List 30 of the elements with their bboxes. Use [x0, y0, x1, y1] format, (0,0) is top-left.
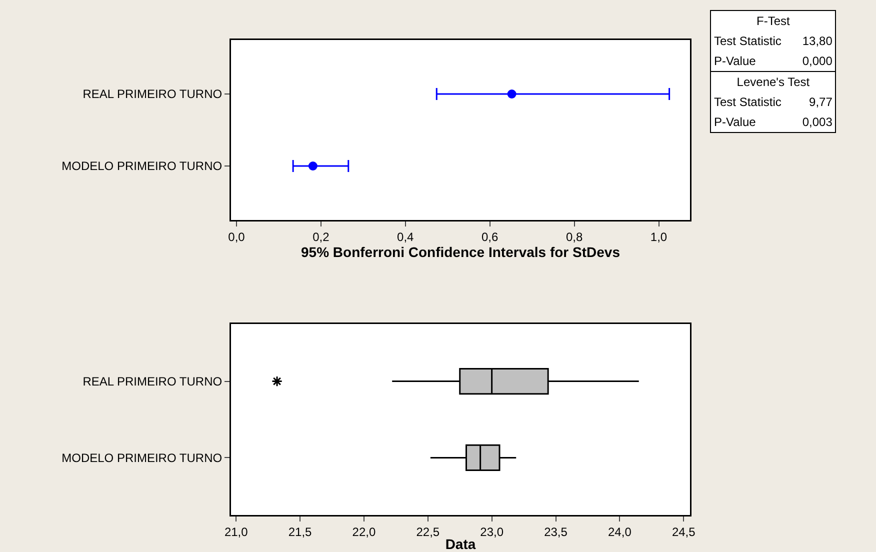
text: Test Statistic [713, 33, 782, 50]
x-tick-label: 24,5 [672, 524, 696, 539]
text: Levene's Test [710, 72, 836, 92]
x-tick-label: 21,0 [224, 524, 248, 539]
y-tick-label: MODELO PRIMEIRO TURNO [62, 159, 222, 174]
y-tick-label: MODELO PRIMEIRO TURNO [62, 450, 222, 465]
text: 0,000 [801, 53, 834, 70]
text: 13,80 [801, 33, 834, 50]
x-tick-label: 0,0 [228, 230, 246, 244]
x-tick-label: 23,5 [544, 524, 568, 539]
text: P-Value [713, 114, 757, 131]
x-tick-label: 21,5 [288, 524, 312, 539]
text: F-Test [756, 13, 791, 30]
x-tick-label: 22,5 [416, 524, 440, 539]
text: 9,77 [808, 94, 834, 111]
x-tick-label: 24,0 [608, 524, 632, 539]
x-axis-title: Data [445, 536, 476, 552]
text: Test Statistic [713, 94, 782, 111]
x-tick-label: 0,2 [312, 230, 330, 244]
x-axis-title: 95% Bonferroni Confidence Intervals for StDevs [301, 244, 620, 260]
x-tick-label: 1,0 [650, 230, 668, 244]
x-tick-label: 23,0 [480, 524, 504, 539]
y-tick-label: REAL PRIMEIRO TURNO [82, 374, 222, 388]
y-tick-label: REAL PRIMEIRO TURNO [82, 87, 222, 102]
text: P-Value [713, 53, 757, 70]
x-tick-label: 0,6 [482, 230, 499, 244]
x-tick-label: 0,8 [566, 230, 583, 244]
x-tick-label: 0,4 [397, 230, 414, 244]
text: 0,003 [801, 114, 834, 131]
x-tick-label: 22,0 [352, 524, 376, 539]
